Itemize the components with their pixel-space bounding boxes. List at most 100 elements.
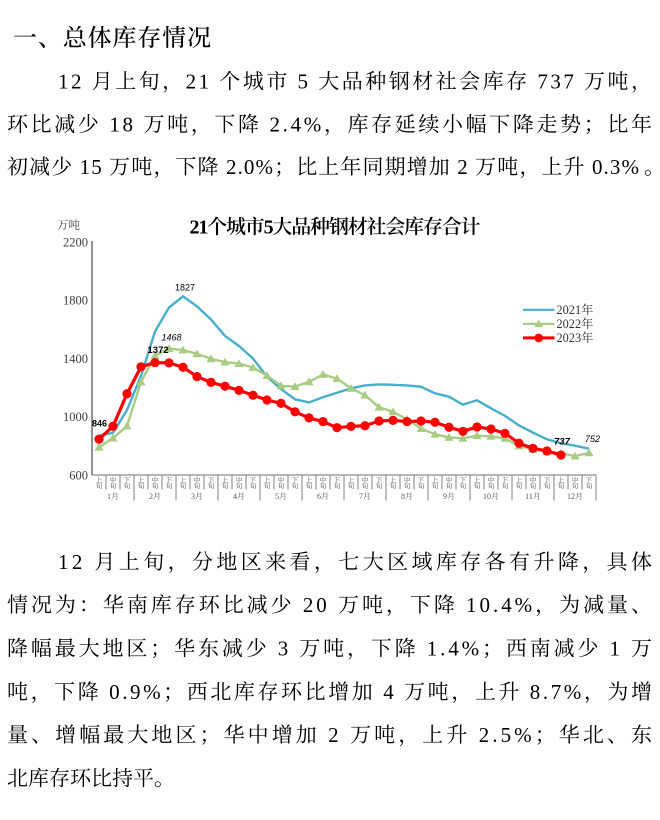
svg-text:中: 中 bbox=[152, 477, 159, 485]
svg-text:上: 上 bbox=[96, 477, 103, 485]
svg-text:情况为：华南库存环比减少 20 万吨，下降 10.4%，为减: 情况为：华南库存环比减少 20 万吨，下降 10.4%，为减量、 bbox=[7, 593, 652, 617]
svg-text:旬: 旬 bbox=[488, 483, 495, 491]
svg-text:中: 中 bbox=[488, 477, 495, 485]
svg-text:7月: 7月 bbox=[359, 492, 371, 501]
svg-text:中: 中 bbox=[110, 477, 117, 485]
svg-text:上: 上 bbox=[390, 477, 397, 485]
svg-text:旬: 旬 bbox=[544, 483, 551, 491]
svg-text:旬: 旬 bbox=[96, 483, 103, 491]
svg-text:2023年: 2023年 bbox=[557, 331, 594, 345]
svg-text:下: 下 bbox=[208, 477, 215, 485]
svg-text:9月: 9月 bbox=[443, 492, 455, 501]
svg-text:1800: 1800 bbox=[63, 294, 88, 308]
svg-text:降幅最大地区；华东减少 3 万吨，下降 1.4%；西南减少: 降幅最大地区；华东减少 3 万吨，下降 1.4%；西南减少 1 万 bbox=[7, 636, 652, 660]
svg-text:旬: 旬 bbox=[558, 483, 565, 491]
svg-text:旬: 旬 bbox=[110, 483, 117, 491]
svg-text:上: 上 bbox=[138, 477, 145, 485]
svg-text:2021年: 2021年 bbox=[557, 303, 594, 317]
svg-text:1月: 1月 bbox=[107, 492, 119, 501]
svg-text:下: 下 bbox=[124, 477, 131, 485]
svg-text:中: 中 bbox=[362, 477, 369, 485]
svg-text:吨，下降 0.9%；西北库存环比增加 4 万吨，上升 8.7: 吨，下降 0.9%；西北库存环比增加 4 万吨，上升 8.7%，为增 bbox=[7, 680, 652, 704]
svg-text:旬: 旬 bbox=[236, 483, 243, 491]
svg-text:旬: 旬 bbox=[278, 483, 285, 491]
svg-text:环比减少 18 万吨，下降 2.4%，库存延续小幅下降走势；: 环比减少 18 万吨，下降 2.4%，库存延续小幅下降走势；比年 bbox=[7, 112, 652, 136]
svg-text:上: 上 bbox=[306, 477, 313, 485]
svg-text:旬: 旬 bbox=[292, 483, 299, 491]
svg-text:1000: 1000 bbox=[63, 410, 88, 424]
svg-text:下: 下 bbox=[334, 477, 341, 485]
svg-text:旬: 旬 bbox=[138, 483, 145, 491]
svg-text:量、增幅最大地区；华中增加 2 万吨，上升 2.5%；华北、: 量、增幅最大地区；华中增加 2 万吨，上升 2.5%；华北、东 bbox=[7, 723, 652, 747]
svg-text:旬: 旬 bbox=[348, 483, 355, 491]
svg-text:下: 下 bbox=[460, 477, 467, 485]
svg-text:旬: 旬 bbox=[418, 483, 425, 491]
svg-text:下: 下 bbox=[544, 477, 551, 485]
svg-text:旬: 旬 bbox=[320, 483, 327, 491]
svg-text:旬: 旬 bbox=[516, 483, 523, 491]
svg-text:上: 上 bbox=[180, 477, 187, 485]
svg-text:旬: 旬 bbox=[222, 483, 229, 491]
svg-text:旬: 旬 bbox=[264, 483, 271, 491]
svg-text:旬: 旬 bbox=[334, 483, 341, 491]
svg-text:上: 上 bbox=[432, 477, 439, 485]
svg-text:一、总体库存情况: 一、总体库存情况 bbox=[13, 25, 211, 52]
svg-text:旬: 旬 bbox=[250, 483, 257, 491]
svg-text:5月: 5月 bbox=[275, 492, 287, 501]
svg-text:上: 上 bbox=[516, 477, 523, 485]
svg-text:中: 中 bbox=[572, 477, 579, 485]
svg-text:。: 。 bbox=[644, 155, 660, 179]
svg-text:12月: 12月 bbox=[567, 492, 583, 501]
svg-text:北库存环比持平。: 北库存环比持平。 bbox=[7, 766, 175, 790]
svg-text:旬: 旬 bbox=[460, 483, 467, 491]
svg-text:1468: 1468 bbox=[162, 333, 182, 343]
svg-text:2022年: 2022年 bbox=[557, 317, 594, 331]
svg-text:中: 中 bbox=[530, 477, 537, 485]
svg-text:737: 737 bbox=[554, 437, 571, 448]
svg-text:旬: 旬 bbox=[390, 483, 397, 491]
svg-text:下: 下 bbox=[586, 477, 593, 485]
svg-text:8月: 8月 bbox=[401, 492, 413, 501]
svg-text:上: 上 bbox=[264, 477, 271, 485]
svg-text:1372: 1372 bbox=[148, 345, 169, 356]
svg-text:下: 下 bbox=[418, 477, 425, 485]
svg-text:中: 中 bbox=[278, 477, 285, 485]
svg-text:11月: 11月 bbox=[525, 492, 541, 501]
svg-text:上: 上 bbox=[558, 477, 565, 485]
svg-text:上: 上 bbox=[348, 477, 355, 485]
svg-text:12 月上旬，21 个城市 5 大品种钢材社会库存 737: 12 月上旬，21 个城市 5 大品种钢材社会库存 737 万吨， bbox=[58, 69, 652, 93]
svg-text:1400: 1400 bbox=[63, 352, 88, 366]
svg-text:10月: 10月 bbox=[483, 492, 499, 501]
svg-text:旬: 旬 bbox=[362, 483, 369, 491]
svg-text:旬: 旬 bbox=[194, 483, 201, 491]
svg-text:旬: 旬 bbox=[152, 483, 159, 491]
svg-text:752: 752 bbox=[585, 434, 600, 444]
svg-text:下: 下 bbox=[292, 477, 299, 485]
svg-text:初减少 15 万吨，下降 2.0%；比上年同期增加 2 万吨: 初减少 15 万吨，下降 2.0%；比上年同期增加 2 万吨，上升 0.3% bbox=[7, 155, 639, 179]
svg-text:旬: 旬 bbox=[432, 483, 439, 491]
svg-text:中: 中 bbox=[236, 477, 243, 485]
svg-text:旬: 旬 bbox=[572, 483, 579, 491]
svg-text:旬: 旬 bbox=[124, 483, 131, 491]
svg-text:21个城市5大品种钢材社会库存合计: 21个城市5大品种钢材社会库存合计 bbox=[190, 217, 481, 239]
svg-text:600: 600 bbox=[69, 468, 88, 482]
svg-text:旬: 旬 bbox=[376, 483, 383, 491]
svg-text:下: 下 bbox=[376, 477, 383, 485]
svg-text:12 月上旬，分地区来看，七大区域库存各有升降，具体: 12 月上旬，分地区来看，七大区域库存各有升降，具体 bbox=[58, 550, 652, 574]
svg-text:旬: 旬 bbox=[474, 483, 481, 491]
svg-text:旬: 旬 bbox=[208, 483, 215, 491]
svg-text:上: 上 bbox=[474, 477, 481, 485]
svg-text:旬: 旬 bbox=[446, 483, 453, 491]
svg-text:6月: 6月 bbox=[317, 492, 329, 501]
svg-text:旬: 旬 bbox=[166, 483, 173, 491]
svg-text:旬: 旬 bbox=[530, 483, 537, 491]
svg-text:旬: 旬 bbox=[306, 483, 313, 491]
svg-text:3月: 3月 bbox=[191, 492, 203, 501]
svg-text:旬: 旬 bbox=[502, 483, 509, 491]
svg-text:下: 下 bbox=[166, 477, 173, 485]
svg-text:万吨: 万吨 bbox=[57, 219, 80, 232]
svg-text:下: 下 bbox=[502, 477, 509, 485]
svg-text:中: 中 bbox=[404, 477, 411, 485]
svg-text:旬: 旬 bbox=[404, 483, 411, 491]
svg-text:2月: 2月 bbox=[149, 492, 161, 501]
